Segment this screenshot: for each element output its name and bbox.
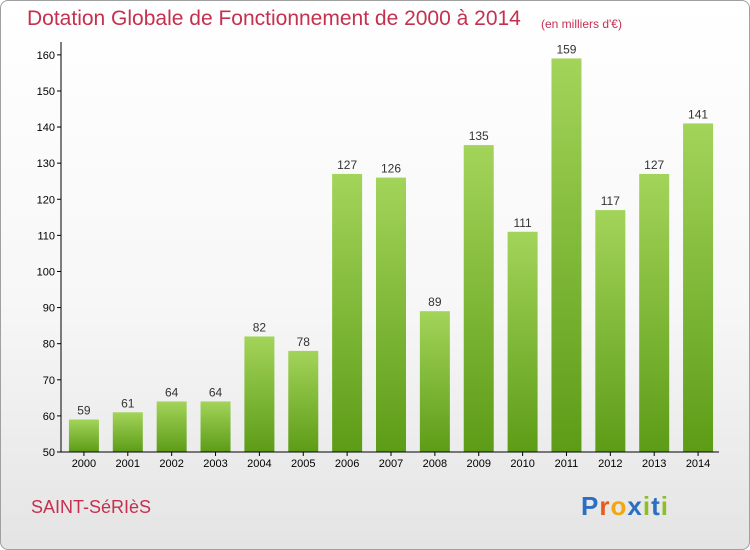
data-label-2000: 59 xyxy=(77,404,91,418)
data-label-2008: 89 xyxy=(428,295,442,309)
logo-letter: t xyxy=(651,491,661,521)
y-tick-label-120: 120 xyxy=(37,194,55,206)
x-tick-label-2001: 2001 xyxy=(116,458,140,470)
logo-letter: P xyxy=(581,491,600,521)
data-label-2013: 127 xyxy=(644,158,664,172)
chart-title: Dotation Globale de Fonctionnement de 20… xyxy=(27,7,521,30)
data-label-2009: 135 xyxy=(469,129,489,143)
x-tick-label-2008: 2008 xyxy=(423,458,447,470)
logo-letter: r xyxy=(599,491,611,521)
y-tick-label-90: 90 xyxy=(43,303,55,315)
y-tick-label-110: 110 xyxy=(37,230,55,242)
y-tick-label-80: 80 xyxy=(43,339,55,351)
x-tick-label-2012: 2012 xyxy=(598,458,622,470)
data-label-2014: 141 xyxy=(688,107,708,121)
y-tick-label-140: 140 xyxy=(37,122,55,134)
data-label-2010: 111 xyxy=(513,216,532,230)
bar-2012 xyxy=(595,210,626,452)
x-tick-label-2006: 2006 xyxy=(335,458,359,470)
x-tick-label-2009: 2009 xyxy=(466,458,490,470)
data-label-2003: 64 xyxy=(209,385,223,399)
bar-2001 xyxy=(112,412,143,452)
y-tick-label-60: 60 xyxy=(43,411,55,423)
y-tick-label-100: 100 xyxy=(37,266,55,278)
logo-letter: i xyxy=(660,491,669,521)
y-tick-label-70: 70 xyxy=(43,375,55,387)
bar-2003 xyxy=(200,401,231,452)
x-tick-label-2004: 2004 xyxy=(247,458,271,470)
x-tick-label-2013: 2013 xyxy=(642,458,666,470)
proxiti-logo: Proxiti xyxy=(581,491,669,522)
data-label-2004: 82 xyxy=(253,320,267,334)
x-tick-label-2014: 2014 xyxy=(686,458,710,470)
data-label-2007: 126 xyxy=(381,162,401,176)
logo-letter: i xyxy=(642,491,652,521)
x-tick-label-2002: 2002 xyxy=(159,458,183,470)
y-tick-label-150: 150 xyxy=(37,86,55,98)
bar-2008 xyxy=(419,311,450,452)
logo-letter: o xyxy=(610,491,628,521)
y-tick-label-50: 50 xyxy=(43,447,55,459)
x-tick-label-2005: 2005 xyxy=(291,458,315,470)
data-label-2005: 78 xyxy=(297,335,311,349)
data-label-2001: 61 xyxy=(121,396,135,410)
logo-letter: x xyxy=(627,491,643,521)
bar-2010 xyxy=(507,231,538,452)
bar-2007 xyxy=(376,177,406,452)
y-tick-label-160: 160 xyxy=(37,50,55,62)
x-tick-label-2011: 2011 xyxy=(555,458,579,470)
bar-2009 xyxy=(463,145,494,452)
bar-2014 xyxy=(683,123,714,453)
y-tick-label-130: 130 xyxy=(37,158,55,170)
bar-2005 xyxy=(288,350,319,452)
x-tick-label-2003: 2003 xyxy=(203,458,227,470)
bar-2011 xyxy=(551,58,582,453)
bar-2013 xyxy=(639,173,670,452)
x-tick-label-2000: 2000 xyxy=(72,458,96,470)
bar-2002 xyxy=(156,401,187,452)
data-label-2006: 127 xyxy=(337,158,357,172)
data-label-2002: 64 xyxy=(165,385,179,399)
x-tick-label-2007: 2007 xyxy=(379,458,403,470)
commune-name: SAINT-SéRIèS xyxy=(31,497,152,517)
bar-2004 xyxy=(244,336,275,452)
data-label-2012: 117 xyxy=(601,194,620,208)
bar-2000 xyxy=(68,419,99,452)
x-tick-label-2010: 2010 xyxy=(510,458,534,470)
data-label-2011: 159 xyxy=(556,42,576,56)
chart-unit: (en milliers d'€) xyxy=(541,17,622,31)
bar-2006 xyxy=(332,173,363,452)
